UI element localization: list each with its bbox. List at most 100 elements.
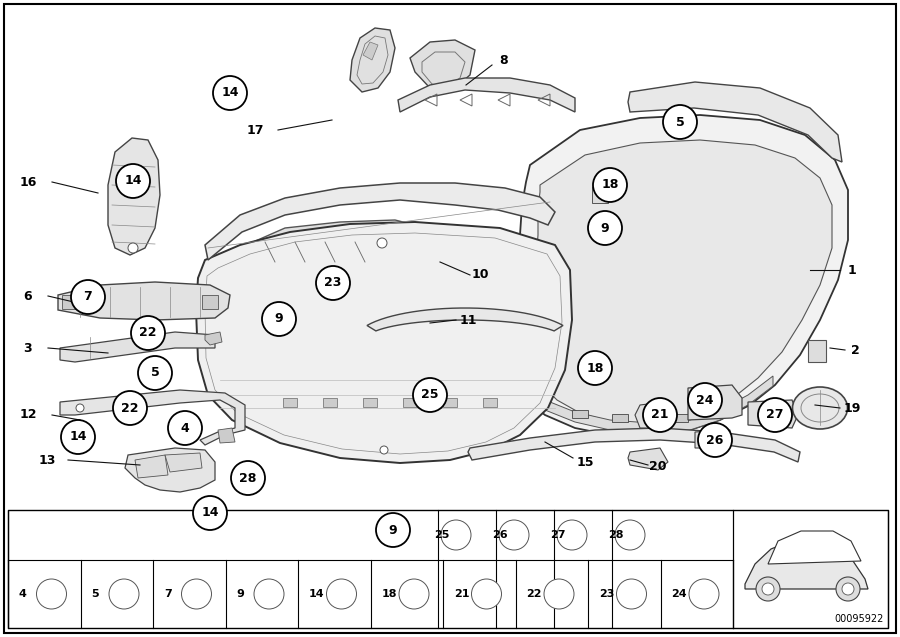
Text: 25: 25: [421, 389, 439, 401]
Text: 17: 17: [247, 124, 264, 136]
Circle shape: [544, 579, 574, 609]
Text: 14: 14: [202, 506, 219, 520]
Circle shape: [116, 164, 150, 198]
Text: 14: 14: [124, 175, 142, 187]
Polygon shape: [592, 187, 608, 203]
Polygon shape: [205, 332, 222, 345]
Polygon shape: [8, 510, 888, 628]
Text: 9: 9: [274, 313, 284, 326]
Bar: [672, 414, 688, 422]
Circle shape: [182, 579, 212, 609]
Bar: [202, 295, 218, 309]
Circle shape: [113, 391, 147, 425]
Text: 5: 5: [150, 366, 159, 380]
Circle shape: [76, 404, 84, 412]
Text: 14: 14: [309, 589, 325, 599]
Text: 27: 27: [550, 530, 565, 540]
Bar: [612, 414, 628, 422]
Circle shape: [499, 520, 529, 550]
Circle shape: [254, 579, 284, 609]
Circle shape: [643, 398, 677, 432]
Circle shape: [399, 579, 429, 609]
Circle shape: [698, 423, 732, 457]
Text: 9: 9: [389, 524, 397, 536]
Ellipse shape: [793, 387, 848, 429]
Circle shape: [376, 513, 410, 547]
Text: 26: 26: [492, 530, 508, 540]
Polygon shape: [628, 448, 668, 470]
Text: 9: 9: [237, 589, 244, 599]
Polygon shape: [60, 390, 245, 445]
Text: 22: 22: [526, 589, 542, 599]
Text: 21: 21: [454, 589, 470, 599]
Text: 28: 28: [239, 471, 256, 485]
Circle shape: [663, 105, 697, 139]
Polygon shape: [748, 400, 798, 428]
Circle shape: [168, 411, 202, 445]
Polygon shape: [498, 115, 848, 435]
Polygon shape: [60, 332, 215, 362]
Circle shape: [231, 461, 265, 495]
Polygon shape: [196, 222, 572, 463]
Circle shape: [588, 211, 622, 245]
Text: 24: 24: [671, 589, 687, 599]
Text: 14: 14: [221, 87, 239, 99]
Text: 26: 26: [706, 434, 724, 447]
Text: 4: 4: [181, 422, 189, 434]
Circle shape: [327, 579, 356, 609]
Polygon shape: [628, 82, 842, 162]
Text: 28: 28: [608, 530, 624, 540]
Circle shape: [578, 351, 612, 385]
Text: 12: 12: [19, 408, 37, 422]
Polygon shape: [688, 385, 742, 420]
Text: 23: 23: [324, 276, 342, 289]
Polygon shape: [363, 42, 378, 60]
Bar: [62, 295, 78, 309]
Circle shape: [71, 280, 105, 314]
Circle shape: [131, 316, 165, 350]
Circle shape: [557, 520, 587, 550]
Polygon shape: [205, 183, 555, 260]
Circle shape: [842, 583, 854, 595]
Circle shape: [37, 579, 67, 609]
Circle shape: [689, 579, 719, 609]
Bar: [572, 410, 588, 418]
Circle shape: [762, 583, 774, 595]
Polygon shape: [125, 448, 215, 492]
Circle shape: [756, 577, 780, 601]
Text: 18: 18: [382, 589, 397, 599]
Bar: [483, 398, 497, 407]
Polygon shape: [808, 340, 826, 362]
Bar: [283, 398, 297, 407]
Text: 14: 14: [69, 431, 86, 443]
Polygon shape: [582, 362, 598, 378]
Circle shape: [441, 520, 471, 550]
Text: 3: 3: [23, 341, 32, 355]
Circle shape: [193, 496, 227, 530]
Circle shape: [316, 266, 350, 300]
Polygon shape: [235, 220, 415, 290]
Circle shape: [109, 579, 139, 609]
Circle shape: [61, 420, 95, 454]
Circle shape: [758, 398, 792, 432]
Polygon shape: [135, 455, 168, 478]
Text: 11: 11: [459, 313, 477, 327]
Circle shape: [472, 579, 501, 609]
Text: 8: 8: [500, 54, 508, 66]
Circle shape: [413, 378, 447, 412]
Polygon shape: [745, 541, 868, 589]
Bar: [323, 398, 337, 407]
Text: 15: 15: [576, 455, 594, 468]
Text: 7: 7: [164, 589, 172, 599]
Text: 9: 9: [600, 222, 609, 234]
Polygon shape: [505, 363, 773, 433]
Text: 4: 4: [19, 589, 27, 599]
Text: 1: 1: [848, 264, 857, 276]
Polygon shape: [218, 428, 235, 443]
Text: 22: 22: [122, 401, 139, 415]
Circle shape: [377, 238, 387, 248]
Polygon shape: [768, 531, 861, 564]
Text: 22: 22: [140, 327, 157, 340]
Circle shape: [688, 383, 722, 417]
Text: 21: 21: [652, 408, 669, 422]
